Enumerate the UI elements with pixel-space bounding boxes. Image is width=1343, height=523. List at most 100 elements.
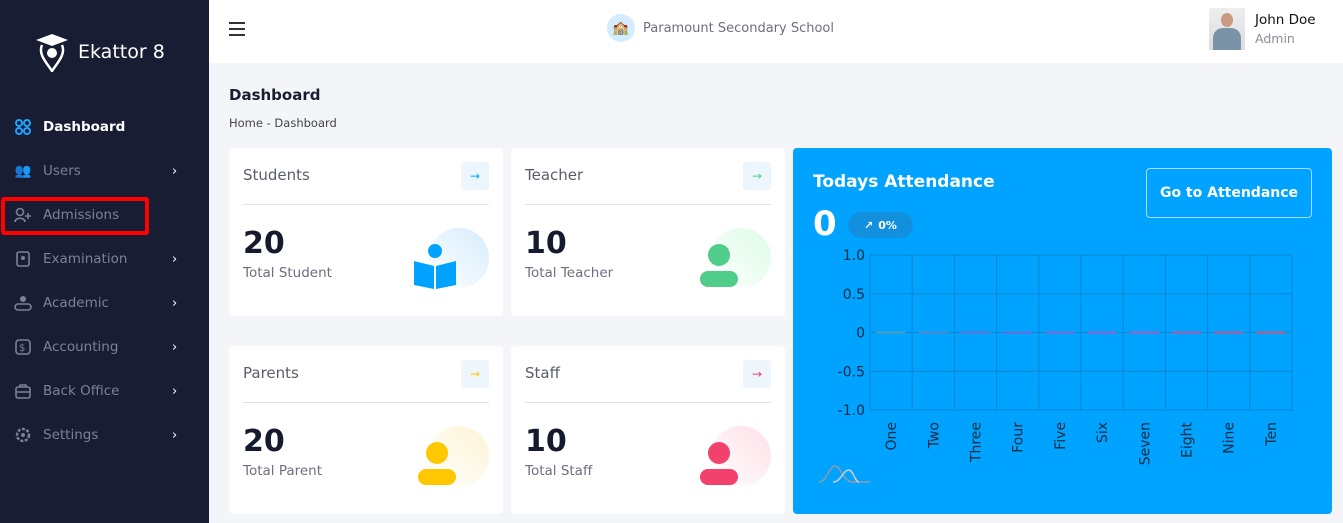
top-header: 🏫 Paramount Secondary School John Doe Adm… [209, 0, 1343, 63]
card-value: 20 [243, 424, 285, 459]
sidebar-item-label: Academic [43, 295, 109, 311]
chevron-right-icon: › [172, 427, 178, 443]
sidebar-item-label: Admissions [43, 207, 120, 223]
chevron-right-icon: › [172, 383, 178, 399]
exam-icon [14, 250, 32, 268]
stat-card-students: Students → 20 Total Student [229, 148, 503, 316]
users-icon: 👥 [14, 163, 32, 179]
card-title: Staff [525, 364, 560, 382]
card-value: 10 [525, 424, 567, 459]
divider [243, 402, 489, 403]
x-tick-label: Six [1095, 422, 1111, 443]
sidebar-item-back-office[interactable]: Back Office › [0, 369, 209, 413]
avatar [1209, 8, 1245, 50]
sidebar-item-examination[interactable]: Examination › [0, 237, 209, 281]
hamburger-menu-icon[interactable] [229, 22, 245, 40]
sidebar-item-accounting[interactable]: $ Accounting › [0, 325, 209, 369]
attendance-card: Todays Attendance Go to Attendance 0 ↗ 0%… [793, 148, 1332, 514]
academic-icon [14, 294, 32, 312]
accounting-icon: $ [14, 338, 32, 356]
sidebar-item-label: Examination [43, 251, 128, 267]
sidebar-item-users[interactable]: 👥 Users › [0, 149, 209, 193]
breadcrumb: Home - Dashboard [229, 116, 337, 130]
chart-logo-icon [818, 465, 870, 483]
bar-seven [1129, 331, 1160, 334]
card-title: Students [243, 166, 310, 184]
arrow-right-icon[interactable]: → [743, 162, 771, 190]
arrow-right-icon[interactable]: → [743, 360, 771, 388]
bar-eight [1171, 331, 1202, 334]
trend-up-icon: ↗ [864, 218, 874, 232]
arrow-right-icon[interactable]: → [461, 162, 489, 190]
card-title: Teacher [525, 166, 584, 184]
user-name: John Doe [1255, 12, 1316, 28]
go-to-attendance-button[interactable]: Go to Attendance [1146, 168, 1312, 218]
sidebar: Ekattor 8 Dashboard 👥 Users › Admissions E… [0, 0, 209, 523]
x-tick-label: Four [1011, 422, 1027, 453]
x-tick-label: Five [1053, 422, 1069, 450]
school-name: Paramount Secondary School [643, 20, 834, 36]
x-tick-label: Ten [1264, 422, 1280, 447]
attendance-change: 0% [878, 218, 897, 232]
card-label: Total Student [243, 265, 332, 281]
y-tick-label: 0.5 [843, 287, 865, 303]
reading-student-icon [413, 243, 457, 293]
bar-nine [1213, 331, 1244, 334]
graduation-cap-pin-icon [36, 34, 68, 72]
person-icon [699, 441, 739, 489]
person-icon [417, 441, 457, 489]
sidebar-item-dashboard[interactable]: Dashboard [0, 105, 209, 149]
chevron-right-icon: › [172, 339, 178, 355]
bar-one [876, 331, 906, 334]
sidebar-item-label: Dashboard [43, 119, 126, 135]
card-title: Parents [243, 364, 299, 382]
bar-six [1087, 331, 1117, 334]
person-icon [699, 243, 739, 291]
sidebar-item-admissions[interactable]: Admissions [0, 193, 209, 237]
card-label: Total Parent [243, 463, 323, 479]
sidebar-nav: Dashboard 👥 Users › Admissions Examination… [0, 105, 209, 457]
x-tick-label: Eight [1180, 421, 1196, 457]
x-tick-label: One [884, 422, 900, 451]
sidebar-item-label: Settings [43, 427, 99, 443]
bar-five [1045, 331, 1075, 334]
page-title: Dashboard [229, 86, 321, 104]
card-value: 10 [525, 226, 567, 261]
chevron-right-icon: › [172, 295, 178, 311]
bar-four [1002, 331, 1033, 334]
svg-text:$: $ [19, 343, 25, 354]
school-icon: 🏫 [607, 14, 635, 42]
x-tick-label: Three [969, 422, 985, 463]
x-tick-label: Two [926, 422, 942, 449]
card-label: Total Staff [525, 463, 593, 479]
gear-icon [14, 426, 32, 444]
briefcase-icon [14, 382, 32, 400]
brand-logo[interactable]: Ekattor 8 [34, 32, 165, 72]
attendance-count: 0 [813, 204, 837, 244]
bar-ten [1256, 331, 1286, 334]
x-tick-label: Nine [1222, 422, 1238, 454]
chart-logo-icon [832, 469, 860, 483]
divider [525, 402, 771, 403]
attendance-title: Todays Attendance [813, 172, 995, 192]
sidebar-item-label: Users [43, 163, 81, 179]
divider [525, 204, 771, 205]
y-tick-label: -0.5 [838, 364, 865, 380]
stat-card-staff: Staff → 10 Total Staff [511, 346, 785, 514]
admissions-highlight-box [1, 197, 149, 235]
user-menu[interactable]: John Doe Admin [1209, 8, 1316, 50]
x-tick-label: Seven [1137, 422, 1153, 465]
stat-card-teacher: Teacher → 10 Total Teacher [511, 148, 785, 316]
sidebar-item-settings[interactable]: Settings › [0, 413, 209, 457]
sidebar-item-label: Accounting [43, 339, 119, 355]
sidebar-item-academic[interactable]: Academic › [0, 281, 209, 325]
y-tick-label: -1.0 [838, 403, 865, 419]
brand-name: Ekattor 8 [78, 41, 165, 63]
chevron-right-icon: › [172, 163, 178, 179]
attendance-change-badge: ↗ 0% [848, 212, 913, 238]
stat-card-parents: Parents → 20 Total Parent [229, 346, 503, 514]
arrow-right-icon[interactable]: → [461, 360, 489, 388]
user-role: Admin [1255, 31, 1295, 46]
user-plus-icon [14, 206, 32, 224]
card-value: 20 [243, 226, 285, 261]
